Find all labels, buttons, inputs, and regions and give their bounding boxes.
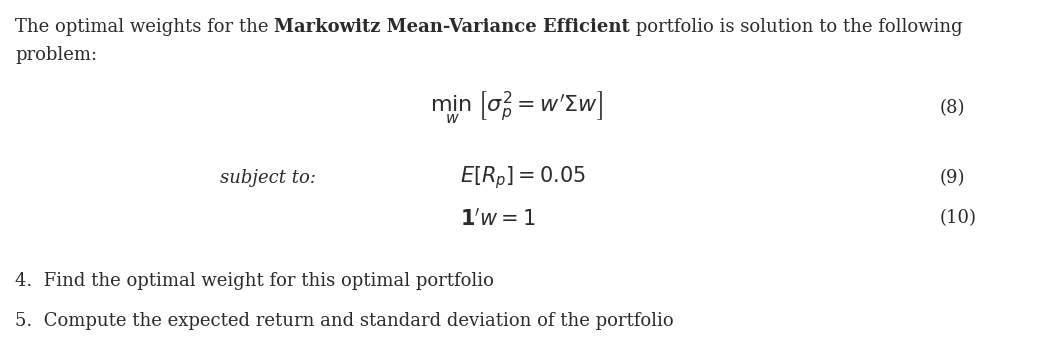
Text: 5.  Compute the expected return and standard deviation of the portfolio: 5. Compute the expected return and stand…: [15, 312, 673, 330]
Text: The optimal weights for the: The optimal weights for the: [15, 18, 275, 36]
Text: $E[R_p] = 0.05$: $E[R_p] = 0.05$: [460, 165, 586, 191]
Text: Markowitz Mean-Variance Efficient: Markowitz Mean-Variance Efficient: [275, 18, 630, 36]
Text: problem:: problem:: [15, 46, 97, 64]
Text: subject to:: subject to:: [220, 169, 316, 187]
Text: (10): (10): [940, 209, 977, 227]
Text: portfolio is solution to the following: portfolio is solution to the following: [630, 18, 963, 36]
Text: (9): (9): [940, 169, 966, 187]
Text: 4.  Find the optimal weight for this optimal portfolio: 4. Find the optimal weight for this opti…: [15, 272, 494, 290]
Text: $\underset{w}{\min}\;\left[\sigma_p^2 = w^{\prime}\Sigma w\right]$: $\underset{w}{\min}\;\left[\sigma_p^2 = …: [430, 89, 603, 127]
Text: (8): (8): [940, 99, 966, 117]
Text: $\mathbf{1}'w = 1$: $\mathbf{1}'w = 1$: [460, 207, 536, 229]
